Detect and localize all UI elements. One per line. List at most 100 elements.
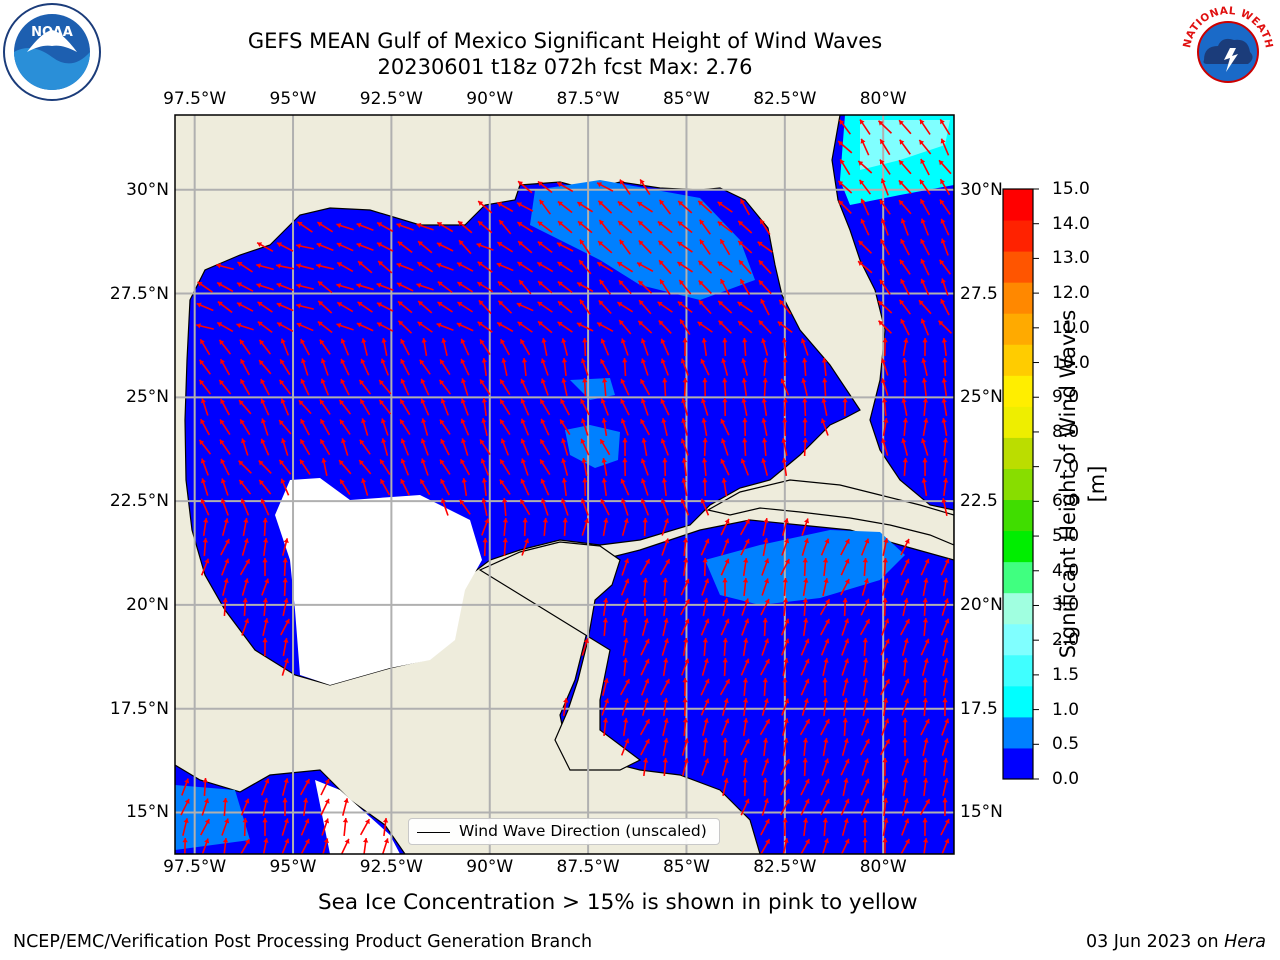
wind-arrow-head bbox=[844, 638, 850, 644]
wind-arrow-head bbox=[883, 418, 889, 423]
wind-arrow-head bbox=[283, 778, 289, 784]
wind-arrow-head bbox=[884, 679, 890, 685]
wind-arrow-head bbox=[257, 242, 263, 248]
wind-arrow-head bbox=[623, 638, 629, 643]
wind-arrow-head bbox=[456, 322, 462, 328]
wind-arrow-head bbox=[540, 439, 545, 445]
wind-arrow-head bbox=[741, 338, 748, 343]
wind-arrow-head bbox=[802, 558, 808, 563]
wind-arrow-head bbox=[597, 182, 603, 188]
wind-arrow-head bbox=[600, 498, 606, 504]
colorbar bbox=[1002, 188, 1039, 780]
wind-arrow-head bbox=[920, 159, 926, 164]
wind-arrow-head bbox=[581, 458, 587, 463]
wind-arrow-head bbox=[922, 838, 929, 843]
wind-arrow-head bbox=[704, 578, 710, 584]
wind-arrow-head bbox=[842, 598, 848, 603]
wind-arrow-head bbox=[520, 438, 526, 444]
wind-arrow-head bbox=[539, 199, 545, 205]
wind-arrow-head bbox=[297, 221, 303, 227]
wind-arrow-head bbox=[884, 718, 890, 724]
wind-arrow-head bbox=[264, 578, 270, 584]
wind-arrow-head bbox=[702, 738, 709, 743]
nws-logo: NATIONAL WEATHER SERVICE bbox=[1174, 0, 1278, 102]
wind-arrow-head bbox=[319, 339, 325, 345]
wind-arrow-head bbox=[379, 380, 385, 386]
wind-arrow-head bbox=[500, 379, 505, 385]
wind-arrow-head bbox=[782, 578, 788, 583]
wind-arrow-head bbox=[863, 578, 869, 584]
wind-arrow-head bbox=[663, 618, 669, 623]
wind-arrow-head bbox=[200, 498, 206, 504]
lon-tick-bottom: 80°W bbox=[859, 857, 907, 877]
wind-arrow-head bbox=[599, 279, 605, 285]
wind-arrow-head bbox=[881, 438, 887, 444]
wind-arrow-head bbox=[440, 359, 445, 365]
wind-arrow-head bbox=[603, 518, 609, 523]
wind-arrow-head bbox=[698, 260, 704, 266]
wind-arrow-head bbox=[663, 718, 669, 723]
wind-arrow-head bbox=[922, 398, 929, 403]
wind-arrow-head bbox=[784, 698, 790, 704]
wind-arrow-head bbox=[761, 458, 767, 464]
wind-arrow-head bbox=[279, 379, 285, 385]
colorbar-segment bbox=[1003, 685, 1033, 718]
wind-arrow-head bbox=[439, 419, 445, 425]
wind-arrow-head bbox=[882, 598, 888, 603]
wind-arrow-head bbox=[660, 398, 666, 404]
wind-arrow-head bbox=[518, 181, 524, 187]
wind-arrow-head bbox=[740, 458, 746, 464]
wind-arrow-head bbox=[738, 321, 744, 326]
wind-arrow-head bbox=[683, 758, 689, 764]
wind-arrow-head bbox=[702, 438, 708, 443]
wind-arrow-head bbox=[744, 658, 750, 664]
wind-arrow-head bbox=[761, 338, 767, 344]
wind-arrow-head bbox=[761, 418, 767, 423]
wind-arrow-head bbox=[262, 598, 269, 603]
wind-arrow-head bbox=[359, 460, 365, 466]
wind-arrow-head bbox=[738, 221, 744, 226]
wind-arrow-head bbox=[341, 438, 347, 444]
wind-arrow-head bbox=[902, 738, 908, 743]
wind-arrow-head bbox=[882, 338, 888, 343]
wind-arrow-head bbox=[923, 658, 929, 664]
wind-arrow-head bbox=[337, 302, 343, 307]
wind-arrow-head bbox=[662, 758, 669, 763]
wind-arrow-head bbox=[262, 538, 269, 543]
wind-arrow-head bbox=[620, 478, 626, 484]
wind-arrow-head bbox=[441, 338, 447, 343]
lon-tick-top: 80°W bbox=[859, 89, 907, 109]
wind-arrow-head bbox=[296, 243, 301, 249]
wind-arrow-head bbox=[480, 379, 485, 385]
wind-arrow-head bbox=[742, 418, 748, 423]
wind-arrow-head bbox=[803, 538, 809, 544]
colorbar-tick-label: 0.0 bbox=[1052, 769, 1080, 789]
lon-tick-bottom: 97.5°W bbox=[163, 857, 227, 877]
wind-arrow-head bbox=[601, 458, 607, 463]
wind-arrow-head bbox=[701, 458, 708, 463]
wind-arrow-head bbox=[903, 698, 910, 704]
wind-arrow-head bbox=[619, 320, 624, 326]
wind-arrow-head bbox=[440, 438, 446, 444]
wind-arrow-head bbox=[801, 378, 807, 383]
wind-arrow-head bbox=[883, 778, 889, 783]
wind-arrow-head bbox=[677, 301, 683, 307]
wind-arrow-head bbox=[202, 778, 208, 783]
wind-arrow-head bbox=[662, 458, 668, 463]
lat-tick-left: 30°N bbox=[126, 179, 169, 200]
wind-arrow-head bbox=[480, 458, 486, 464]
wind-arrow-head bbox=[217, 282, 223, 288]
wind-arrow-head bbox=[920, 258, 926, 264]
wind-arrow-head bbox=[421, 418, 427, 424]
colorbar-tick-label: 14.0 bbox=[1052, 213, 1090, 234]
wind-arrow-head bbox=[762, 738, 769, 743]
wind-arrow-head bbox=[400, 478, 406, 484]
wind-arrow-head bbox=[740, 279, 745, 285]
wind-arrow-head bbox=[925, 799, 930, 805]
wind-arrow-head bbox=[699, 239, 705, 245]
wind-arrow-head bbox=[602, 618, 609, 623]
wind-arrow-head bbox=[219, 339, 225, 345]
colorbar-segment bbox=[1003, 747, 1033, 780]
wind-arrow-head bbox=[821, 398, 827, 403]
wind-arrow-head bbox=[899, 160, 904, 166]
